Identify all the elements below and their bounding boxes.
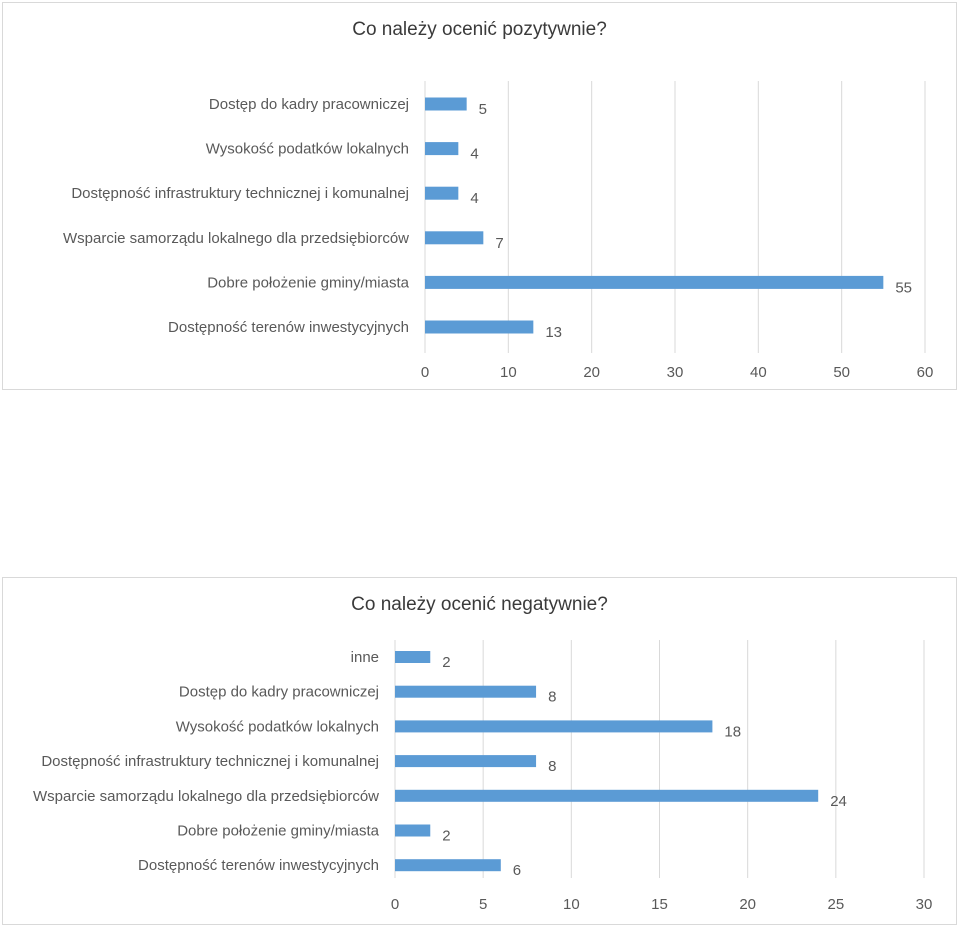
data-label: 2 (442, 828, 450, 845)
data-label: 13 (545, 324, 562, 341)
x-tick-label: 5 (479, 896, 487, 913)
x-tick-label: 10 (563, 896, 580, 913)
bar (425, 320, 534, 334)
bar (425, 231, 484, 245)
data-label: 7 (495, 235, 503, 252)
category-label: Dostępność infrastruktury technicznej i … (41, 753, 379, 770)
chart-panel-negative: Co należy ocenić negatywnie? 0 5 10 15 20 25 3… (2, 577, 957, 925)
x-tick-label: 60 (917, 364, 934, 381)
bar (395, 651, 431, 663)
x-tick-label: 20 (583, 364, 600, 381)
category-label: Wysokość podatków lokalnych (176, 718, 379, 735)
category-label: Wsparcie samorządu lokalnego dla przedsi… (63, 230, 409, 247)
category-label: Dostępność terenów inwestycyjnych (138, 857, 379, 874)
data-label: 5 (479, 101, 487, 118)
x-tick-label: 30 (667, 364, 684, 381)
data-label: 2 (442, 654, 450, 671)
bar (395, 685, 537, 698)
x-tick-label: 0 (421, 364, 429, 381)
chart-title: Co należy ocenić pozytywnie? (352, 19, 607, 40)
chart-plot-positive: 0 10 20 30 40 50 60 Dostęp do kadry pracownicze… (63, 81, 934, 381)
bar (395, 720, 713, 733)
bar (395, 755, 537, 768)
bar (425, 186, 459, 200)
bar (425, 97, 467, 111)
category-label: Dostępność terenów inwestycyjnych (168, 319, 409, 336)
category-label: Dostępność infrastruktury technicznej i … (71, 185, 409, 202)
bar (425, 142, 459, 156)
category-label: Dostęp do kadry pracowniczej (179, 684, 379, 701)
data-label: 4 (470, 190, 478, 207)
bar (395, 859, 501, 872)
chart-panel-positive: Co należy ocenić pozytywnie? 0 10 20 30 40 50… (2, 2, 957, 390)
data-label: 24 (830, 793, 847, 810)
category-label: Dobre położenie gminy/miasta (207, 274, 409, 291)
data-label: 6 (513, 862, 521, 879)
data-label: 4 (470, 146, 478, 163)
category-label: Dostęp do kadry pracowniczej (209, 96, 409, 113)
bar (425, 275, 884, 289)
chart-title: Co należy ocenić negatywnie? (351, 594, 608, 615)
data-label: 8 (548, 689, 556, 706)
category-label: Dobre położenie gminy/miasta (177, 823, 379, 840)
x-tick-label: 30 (916, 896, 933, 913)
x-tick-label: 40 (750, 364, 767, 381)
data-label: 55 (895, 279, 912, 296)
bar (395, 824, 431, 837)
data-label: 8 (548, 758, 556, 775)
x-tick-label: 0 (391, 896, 399, 913)
x-tick-label: 20 (739, 896, 756, 913)
category-label: Wysokość podatków lokalnych (206, 141, 409, 158)
data-label: 18 (724, 723, 741, 740)
category-label: inne (351, 649, 379, 666)
x-tick-label: 10 (500, 364, 517, 381)
x-tick-label: 15 (651, 896, 668, 913)
bar (395, 789, 819, 802)
category-label: Wsparcie samorządu lokalnego dla przedsi… (33, 788, 379, 805)
chart-plot-negative: 0 5 10 15 20 25 30 inne 2 Dostęp do kadry pracown… (33, 640, 933, 913)
x-tick-label: 25 (827, 896, 844, 913)
x-tick-label: 50 (833, 364, 850, 381)
